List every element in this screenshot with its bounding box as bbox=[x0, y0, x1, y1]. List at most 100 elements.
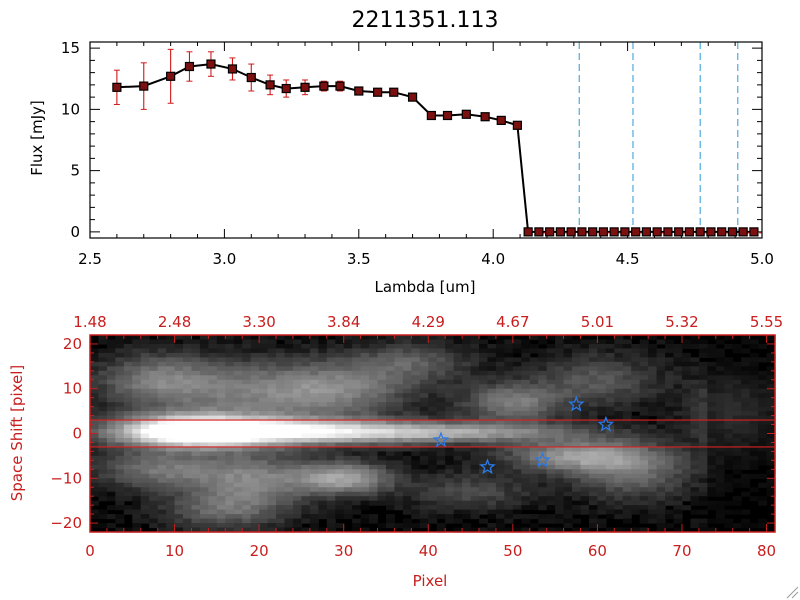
image-pixel bbox=[157, 514, 167, 520]
image-pixel bbox=[681, 388, 692, 394]
image-pixel bbox=[149, 518, 159, 524]
image-pixel bbox=[360, 473, 370, 479]
image-pixel bbox=[250, 357, 260, 363]
image-pixel bbox=[183, 442, 193, 448]
image-pixel bbox=[326, 352, 336, 358]
image-pixel bbox=[385, 339, 396, 345]
image-pixel bbox=[470, 366, 480, 372]
image-pixel bbox=[690, 420, 700, 426]
image-pixel bbox=[690, 402, 700, 408]
image-pixel bbox=[495, 460, 505, 466]
image-pixel bbox=[225, 357, 235, 363]
image-pixel bbox=[512, 361, 522, 367]
image-pixel bbox=[529, 393, 539, 399]
image-pixel bbox=[360, 379, 370, 385]
image-pixel bbox=[766, 393, 776, 399]
image-pixel bbox=[698, 500, 708, 506]
image-pixel bbox=[276, 388, 286, 394]
image-pixel bbox=[648, 366, 658, 372]
image-pixel bbox=[622, 487, 632, 493]
image-pixel bbox=[681, 433, 692, 439]
image-pixel bbox=[369, 473, 379, 479]
image-pixel bbox=[166, 335, 176, 341]
image-pixel bbox=[157, 496, 167, 502]
image-pixel bbox=[90, 388, 100, 394]
image-pixel bbox=[512, 343, 522, 350]
image-pixel bbox=[572, 482, 582, 488]
image-pixel bbox=[140, 384, 150, 390]
image-pixel bbox=[242, 357, 252, 363]
image-pixel bbox=[665, 442, 675, 448]
image-pixel bbox=[309, 451, 319, 457]
image-pixel bbox=[98, 361, 108, 367]
image-pixel bbox=[90, 420, 100, 426]
image-pixel bbox=[453, 518, 463, 524]
image-pixel bbox=[402, 335, 412, 341]
image-pixel bbox=[385, 379, 396, 385]
image-pixel bbox=[369, 388, 379, 394]
image-pixel bbox=[538, 433, 548, 439]
image-pixel bbox=[504, 496, 514, 502]
image-pixel bbox=[445, 361, 455, 367]
image-pixel bbox=[284, 514, 294, 520]
image-pixel bbox=[563, 411, 573, 417]
image-pixel bbox=[605, 343, 615, 350]
image-pixel bbox=[715, 518, 725, 524]
image-pixel bbox=[402, 339, 412, 345]
image-pixel bbox=[622, 415, 632, 421]
pixel-axis-label: Pixel bbox=[413, 572, 448, 590]
image-pixel bbox=[470, 500, 480, 506]
image-pixel bbox=[166, 415, 176, 421]
image-pixel bbox=[292, 527, 303, 533]
image-pixel bbox=[225, 514, 235, 520]
image-pixel bbox=[276, 473, 286, 479]
resize-grip-icon[interactable] bbox=[786, 586, 799, 599]
image-pixel bbox=[487, 366, 497, 372]
image-pixel bbox=[749, 366, 759, 372]
image-pixel bbox=[504, 451, 514, 457]
image-pixel bbox=[394, 424, 404, 430]
image-pixel bbox=[580, 451, 590, 457]
image-pixel bbox=[656, 370, 666, 376]
image-pixel bbox=[411, 509, 421, 515]
image-pixel bbox=[369, 335, 379, 341]
image-pixel bbox=[580, 442, 590, 448]
image-pixel bbox=[284, 420, 294, 426]
image-pixel bbox=[199, 366, 209, 372]
image-pixel bbox=[614, 357, 624, 363]
image-pixel bbox=[149, 339, 159, 345]
image-pixel bbox=[580, 478, 590, 484]
image-pixel bbox=[394, 415, 404, 421]
image-pixel bbox=[250, 527, 260, 533]
image-pixel bbox=[199, 348, 209, 354]
image-pixel bbox=[495, 420, 505, 426]
image-pixel bbox=[698, 491, 708, 497]
image-pixel bbox=[453, 482, 463, 488]
image-pixel bbox=[411, 366, 421, 372]
image-pixel bbox=[208, 469, 218, 475]
image-pixel bbox=[106, 455, 116, 461]
image-pixel bbox=[673, 397, 683, 403]
image-pixel bbox=[428, 357, 438, 363]
image-pixel bbox=[174, 393, 184, 399]
image-pixel bbox=[174, 375, 184, 381]
data-point bbox=[534, 227, 544, 237]
image-pixel bbox=[225, 352, 235, 358]
image-pixel bbox=[411, 335, 421, 341]
image-pixel bbox=[504, 505, 514, 511]
image-pixel bbox=[174, 509, 184, 515]
image-pixel bbox=[402, 348, 412, 354]
image-pixel bbox=[174, 339, 184, 345]
image-pixel bbox=[470, 384, 480, 390]
image-pixel bbox=[216, 420, 226, 426]
image-pixel bbox=[572, 415, 582, 421]
image-pixel bbox=[521, 370, 531, 376]
data-point bbox=[588, 227, 598, 237]
image-pixel bbox=[174, 473, 184, 479]
image-pixel bbox=[732, 442, 742, 448]
image-pixel bbox=[766, 478, 776, 484]
image-pixel bbox=[631, 446, 641, 453]
image-pixel bbox=[766, 406, 776, 412]
image-pixel bbox=[512, 424, 522, 430]
image-pixel bbox=[385, 375, 396, 381]
